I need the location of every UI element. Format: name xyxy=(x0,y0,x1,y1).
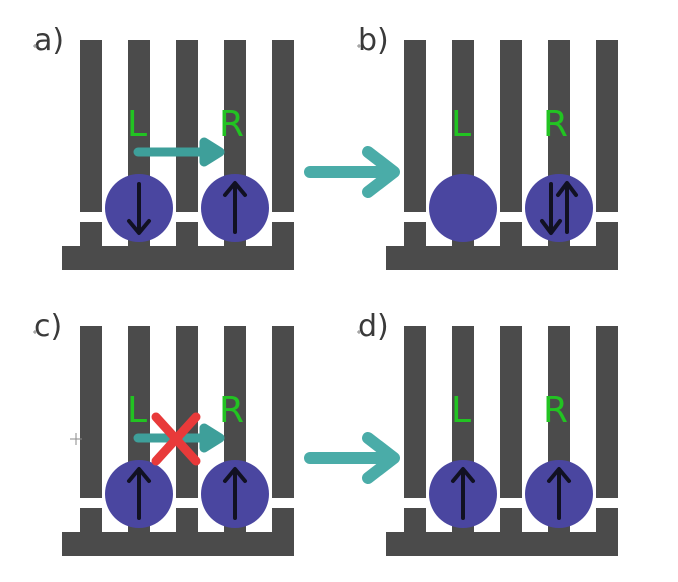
transition-head xyxy=(362,432,400,484)
gate-finger xyxy=(452,326,474,498)
panel-label: a) xyxy=(34,23,64,58)
gate-finger xyxy=(404,40,426,212)
left-spin-arrow-icon xyxy=(451,467,475,520)
left-dot-label: L xyxy=(127,104,147,145)
transition-head xyxy=(362,146,400,198)
base-bar xyxy=(62,532,294,556)
panel-a: a) L R xyxy=(33,23,294,270)
base-bar xyxy=(62,246,294,270)
gate-finger xyxy=(224,326,246,498)
gate-finger xyxy=(548,40,570,212)
gate-stub xyxy=(80,222,102,252)
left-dot xyxy=(429,174,497,242)
gate-finger xyxy=(272,326,294,498)
gate-finger xyxy=(80,326,102,498)
right-arrow-icon xyxy=(304,146,400,198)
gate-stub xyxy=(80,508,102,538)
base-bar xyxy=(386,246,618,270)
right-spin-arrow-icon xyxy=(223,181,247,234)
gate-finger xyxy=(176,40,198,212)
left-spin-arrow-icon xyxy=(127,182,151,235)
gate-stub xyxy=(500,508,522,538)
left-dot-label: L xyxy=(127,390,147,431)
gate-finger xyxy=(548,326,570,498)
gate-stub xyxy=(404,222,426,252)
gate-stub xyxy=(176,222,198,252)
panel-c: c) L R xyxy=(33,309,294,556)
gate-finger xyxy=(452,40,474,212)
right-spin-arrow-icon xyxy=(223,467,247,520)
panel-label: b) xyxy=(358,23,389,58)
gate-stub xyxy=(596,222,618,252)
gate-finger xyxy=(500,326,522,498)
gate-finger xyxy=(128,40,150,212)
right-dot-label: R xyxy=(543,390,568,431)
gate-finger xyxy=(176,326,198,498)
gate-finger xyxy=(128,326,150,498)
panel-b: b) L R xyxy=(357,23,618,270)
gate-stub xyxy=(176,508,198,538)
blocked-cross-icon xyxy=(151,412,201,466)
left-dot-label: L xyxy=(451,390,471,431)
base-bar xyxy=(386,532,618,556)
right-dot-label: R xyxy=(219,390,244,431)
hop-arrowhead-icon xyxy=(199,423,225,453)
gate-stub xyxy=(596,508,618,538)
gate-stub xyxy=(272,508,294,538)
panel-d: d) L R xyxy=(357,309,618,556)
gate-finger xyxy=(224,40,246,212)
transitions-layer xyxy=(304,146,400,484)
right-dot-label: R xyxy=(543,104,568,145)
gate-stub xyxy=(500,222,522,252)
hop-arrowhead-icon xyxy=(199,137,225,167)
right-dot xyxy=(525,174,593,242)
gate-finger xyxy=(596,326,618,498)
gate-finger xyxy=(404,326,426,498)
gate-finger xyxy=(272,40,294,212)
gate-stub xyxy=(404,508,426,538)
right-arrow-icon xyxy=(304,432,400,484)
panels-layer: a) L Rb) L Rc) L Rd) L R xyxy=(33,23,618,556)
gate-finger xyxy=(500,40,522,212)
right-spin-arrow-icon xyxy=(547,467,571,520)
left-dot-label: L xyxy=(451,104,471,145)
panel-label: c) xyxy=(34,309,62,344)
panel-label: d) xyxy=(358,309,389,344)
gate-finger xyxy=(80,40,102,212)
gate-stub xyxy=(272,222,294,252)
right-spin-arrow-icon xyxy=(540,181,578,235)
left-spin-arrow-icon xyxy=(127,467,151,520)
right-dot-label: R xyxy=(219,104,244,145)
gate-finger xyxy=(596,40,618,212)
